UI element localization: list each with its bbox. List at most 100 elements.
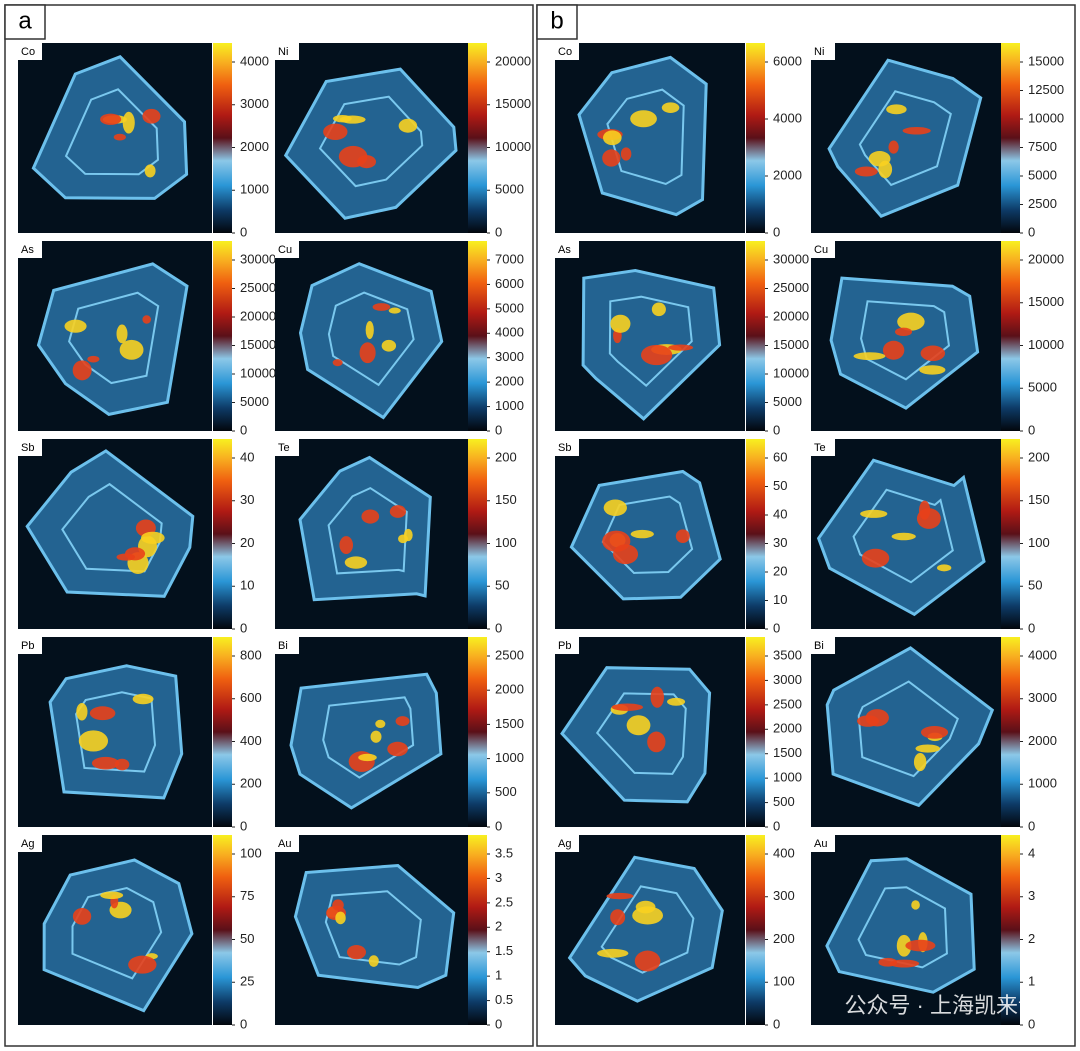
element-label-box (555, 835, 579, 852)
hotspot (335, 911, 346, 925)
colorbar (1001, 439, 1020, 629)
colorbar-tick-label: 2000 (495, 374, 524, 389)
colorbar (1001, 241, 1020, 431)
colorbar-tick-label: 30000 (240, 251, 276, 266)
grain-zone (322, 696, 415, 779)
hotspot (87, 355, 100, 363)
element-label: Bi (814, 640, 824, 652)
colorbar-tick-label: 2000 (495, 682, 524, 697)
hotspot (888, 140, 899, 154)
hotspot (144, 164, 156, 178)
colorbar-tick-label: 0 (495, 818, 502, 833)
colorbar-tick-label: 10000 (1028, 337, 1064, 352)
colorbar-tick-label: 75 (240, 888, 254, 903)
colorbar-tick-label: 50 (240, 931, 254, 946)
colorbar-tick-label: 2000 (773, 721, 802, 736)
colorbar-tick-label: 100 (773, 974, 795, 989)
hotspot (661, 102, 680, 113)
hotspot (64, 319, 87, 333)
colorbar-tick-label: 1500 (495, 716, 524, 731)
hotspot (915, 744, 941, 753)
colorbar-tick-label: 4000 (240, 53, 269, 68)
hotspot (398, 118, 418, 133)
hotspot (339, 536, 354, 554)
colorbar (468, 241, 487, 431)
hotspot (122, 111, 135, 134)
colorbar-tick-label: 6000 (773, 53, 802, 68)
hotspot (597, 948, 629, 958)
hotspot (359, 342, 376, 364)
colorbar-tick-label: 3000 (773, 672, 802, 687)
element-label: Au (814, 838, 827, 850)
colorbar-tick-label: 15000 (1028, 53, 1064, 68)
hotspot (902, 126, 931, 135)
hotspot (368, 955, 379, 967)
panel-frame (4, 4, 534, 1047)
colorbar-tick-label: 7500 (1028, 139, 1057, 154)
hotspot (894, 327, 913, 337)
colorbar-tick-label: 15000 (773, 337, 809, 352)
colorbar-tick-label: 12500 (1028, 82, 1064, 97)
colorbar-tick-label: 2000 (773, 167, 802, 182)
colorbar-tick-label: 3 (1028, 888, 1035, 903)
hotspot (389, 505, 407, 518)
element-label-box (18, 439, 42, 456)
element-label: Co (21, 46, 35, 58)
colorbar-tick-label: 20000 (495, 53, 531, 68)
colorbar-tick-label: 150 (495, 492, 517, 507)
hotspot (878, 160, 893, 179)
colorbar-tick-label: 200 (773, 931, 795, 946)
colorbar-tick-label: 2000 (240, 139, 269, 154)
colorbar (746, 241, 765, 431)
hotspot (358, 753, 377, 762)
colorbar-tick-label: 6000 (495, 276, 524, 291)
hotspot (668, 344, 694, 351)
hotspot (361, 509, 380, 524)
colorbar-tick-label: 60 (773, 449, 787, 464)
colorbar-tick-label: 2 (495, 919, 502, 934)
colorbar-tick-label: 1 (1028, 974, 1035, 989)
element-label-box (811, 637, 835, 654)
element-label: Te (278, 442, 290, 454)
hotspot (114, 758, 130, 771)
hotspot (626, 715, 651, 736)
hotspot (853, 352, 886, 361)
hotspot (630, 110, 657, 128)
colorbar (468, 43, 487, 233)
element-label-box (555, 637, 579, 654)
hotspot (78, 730, 109, 752)
colorbar-tick-label: 0.5 (495, 992, 513, 1007)
grain-zone (606, 88, 685, 186)
element-label: As (558, 244, 571, 256)
colorbar-tick-label: 10000 (773, 365, 809, 380)
colorbar-tick-label: 0 (240, 422, 247, 437)
element-label: Cu (278, 244, 292, 256)
hotspot (370, 730, 382, 743)
colorbar-tick-label: 1000 (495, 398, 524, 413)
colorbar (1001, 43, 1020, 233)
hotspot (911, 900, 920, 910)
colorbar-tick-label: 0 (1028, 422, 1035, 437)
grain-zone (595, 692, 687, 775)
colorbar-tick-label: 0 (1028, 224, 1035, 239)
hotspot (865, 709, 889, 727)
hotspot (641, 344, 673, 366)
colorbar (213, 439, 232, 629)
hotspot (610, 314, 631, 333)
colorbar-tick-label: 0 (240, 818, 247, 833)
hotspot (647, 731, 666, 753)
element-label: Cu (814, 244, 828, 256)
element-label: Sb (21, 442, 34, 454)
colorbar-tick-label: 400 (240, 733, 262, 748)
hotspot (611, 703, 644, 711)
hotspot (395, 716, 410, 727)
colorbar-tick-label: 25 (240, 974, 254, 989)
colorbar (746, 43, 765, 233)
colorbar-tick-label: 300 (773, 888, 795, 903)
colorbar-tick-label: 1 (495, 968, 502, 983)
mineral-grain (825, 646, 995, 808)
colorbar-tick-label: 20 (240, 535, 254, 550)
hotspot (365, 320, 374, 340)
hotspot (72, 360, 92, 381)
element-label: Ni (814, 46, 824, 58)
